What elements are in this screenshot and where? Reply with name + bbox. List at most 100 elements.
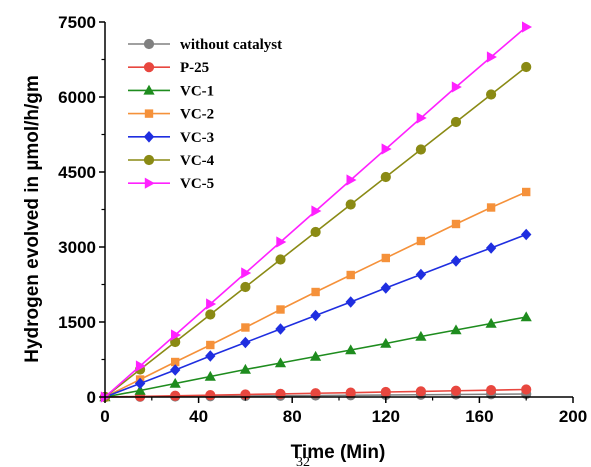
x-tick-label: 120 <box>372 407 400 426</box>
data-point <box>205 350 216 362</box>
data-point <box>486 203 496 212</box>
data-point <box>134 384 146 395</box>
data-point <box>205 390 216 401</box>
x-tick-label: 160 <box>465 407 493 426</box>
data-point <box>521 61 532 73</box>
legend-entry: VC-3 <box>128 130 214 146</box>
data-point <box>170 364 181 376</box>
legend-marker <box>144 177 155 189</box>
legend-marker <box>143 62 155 73</box>
data-point <box>345 296 356 308</box>
x-tick-label: 40 <box>189 407 208 426</box>
y-tick-label: 1500 <box>58 313 96 332</box>
data-point <box>486 89 497 100</box>
legend-entry: VC-2 <box>128 107 214 123</box>
data-point <box>520 311 532 322</box>
x-axis-title: Time (Min) <box>291 442 386 463</box>
legend-entry: VC-5 <box>128 176 214 192</box>
legend-marker <box>143 38 155 50</box>
x-tick-label: 200 <box>559 407 587 426</box>
data-point <box>134 377 146 390</box>
data-point <box>450 255 462 267</box>
legend-label: VC-5 <box>180 176 214 192</box>
data-point <box>310 309 321 322</box>
x-tick-label: 0 <box>100 407 109 426</box>
data-point <box>135 360 146 372</box>
data-point <box>416 236 426 246</box>
data-point <box>380 386 391 398</box>
data-point <box>486 385 497 396</box>
data-point <box>205 309 216 320</box>
axes: 0 40 80 120 160 200 0 1500 3000 4500 6000 7500 <box>58 13 587 426</box>
legend-marker <box>143 131 155 143</box>
data-point <box>416 112 427 124</box>
data-point <box>380 282 391 294</box>
data-point <box>239 363 251 374</box>
data-point <box>310 350 322 361</box>
y-tick-label: 4500 <box>58 163 96 182</box>
data-point <box>486 51 497 63</box>
legend-entry: VC-1 <box>128 83 214 99</box>
series-vc-5 <box>100 21 532 403</box>
data-point <box>311 205 322 217</box>
data-point <box>240 336 251 349</box>
data-point <box>450 324 462 335</box>
data-point <box>170 390 181 401</box>
y-tick-label: 7500 <box>58 13 96 32</box>
data-point <box>275 388 286 399</box>
legend-entry: P-25 <box>128 60 209 76</box>
data-point <box>204 370 216 381</box>
data-point <box>169 377 181 388</box>
data-point <box>171 329 181 341</box>
data-point <box>381 143 392 155</box>
x-tick-label: 80 <box>283 407 302 426</box>
data-point <box>521 384 532 395</box>
data-point <box>346 270 355 280</box>
series-vc-2 <box>100 187 531 402</box>
legend-entry: VC-4 <box>128 153 215 169</box>
legend-label: VC-1 <box>180 83 214 99</box>
legend-label: without catalyst <box>180 37 282 53</box>
legend: without catalyst P-25 VC-1 VC-2 VC-3 VC-4 VC-5 <box>128 37 282 192</box>
data-point <box>451 81 462 93</box>
data-point <box>415 386 426 397</box>
plot-area <box>99 21 532 403</box>
data-point <box>346 174 357 186</box>
data-point <box>485 317 497 328</box>
legend-marker <box>143 84 155 95</box>
series-vc-3 <box>99 228 532 403</box>
data-point <box>415 330 427 341</box>
data-point <box>275 254 286 265</box>
data-point <box>522 187 531 197</box>
data-point <box>274 357 287 368</box>
data-point <box>345 387 356 398</box>
data-point <box>241 267 252 279</box>
data-point <box>171 357 180 367</box>
data-point <box>240 281 251 293</box>
legend-marker <box>144 109 154 118</box>
data-point <box>485 242 497 254</box>
data-point <box>310 226 321 238</box>
y-tick-label: 6000 <box>58 88 96 107</box>
data-point <box>451 219 461 229</box>
data-point <box>345 344 357 355</box>
data-point <box>276 305 285 314</box>
data-point <box>380 337 392 348</box>
legend-label: VC-4 <box>180 153 215 169</box>
legend-label: VC-3 <box>180 130 214 146</box>
data-point <box>522 21 532 33</box>
legend-label: VC-2 <box>180 107 214 123</box>
stray-text: 32 <box>296 455 310 467</box>
y-tick-label: 0 <box>87 388 96 407</box>
data-point <box>380 171 391 183</box>
data-point <box>381 253 390 263</box>
data-point <box>310 388 321 399</box>
data-point <box>345 199 356 210</box>
data-point <box>275 323 286 335</box>
legend-marker <box>143 154 155 166</box>
legend-label: P-25 <box>180 60 209 76</box>
series-vc-1 <box>99 311 532 402</box>
legend-entry: without catalyst <box>128 37 282 53</box>
data-point <box>206 298 217 310</box>
